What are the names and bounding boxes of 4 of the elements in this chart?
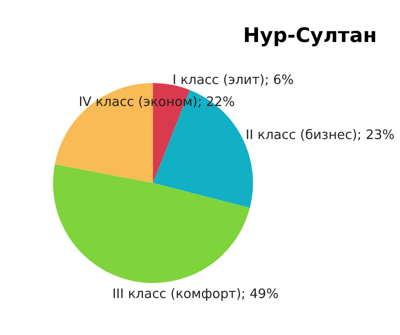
- slice-label: II класс (бизнес); 23%: [246, 128, 395, 144]
- slice-label: III класс (комфорт); 49%: [112, 286, 279, 302]
- chart-title: Нур-Султан: [243, 23, 377, 48]
- slice-label: I класс (элит); 6%: [172, 73, 294, 88]
